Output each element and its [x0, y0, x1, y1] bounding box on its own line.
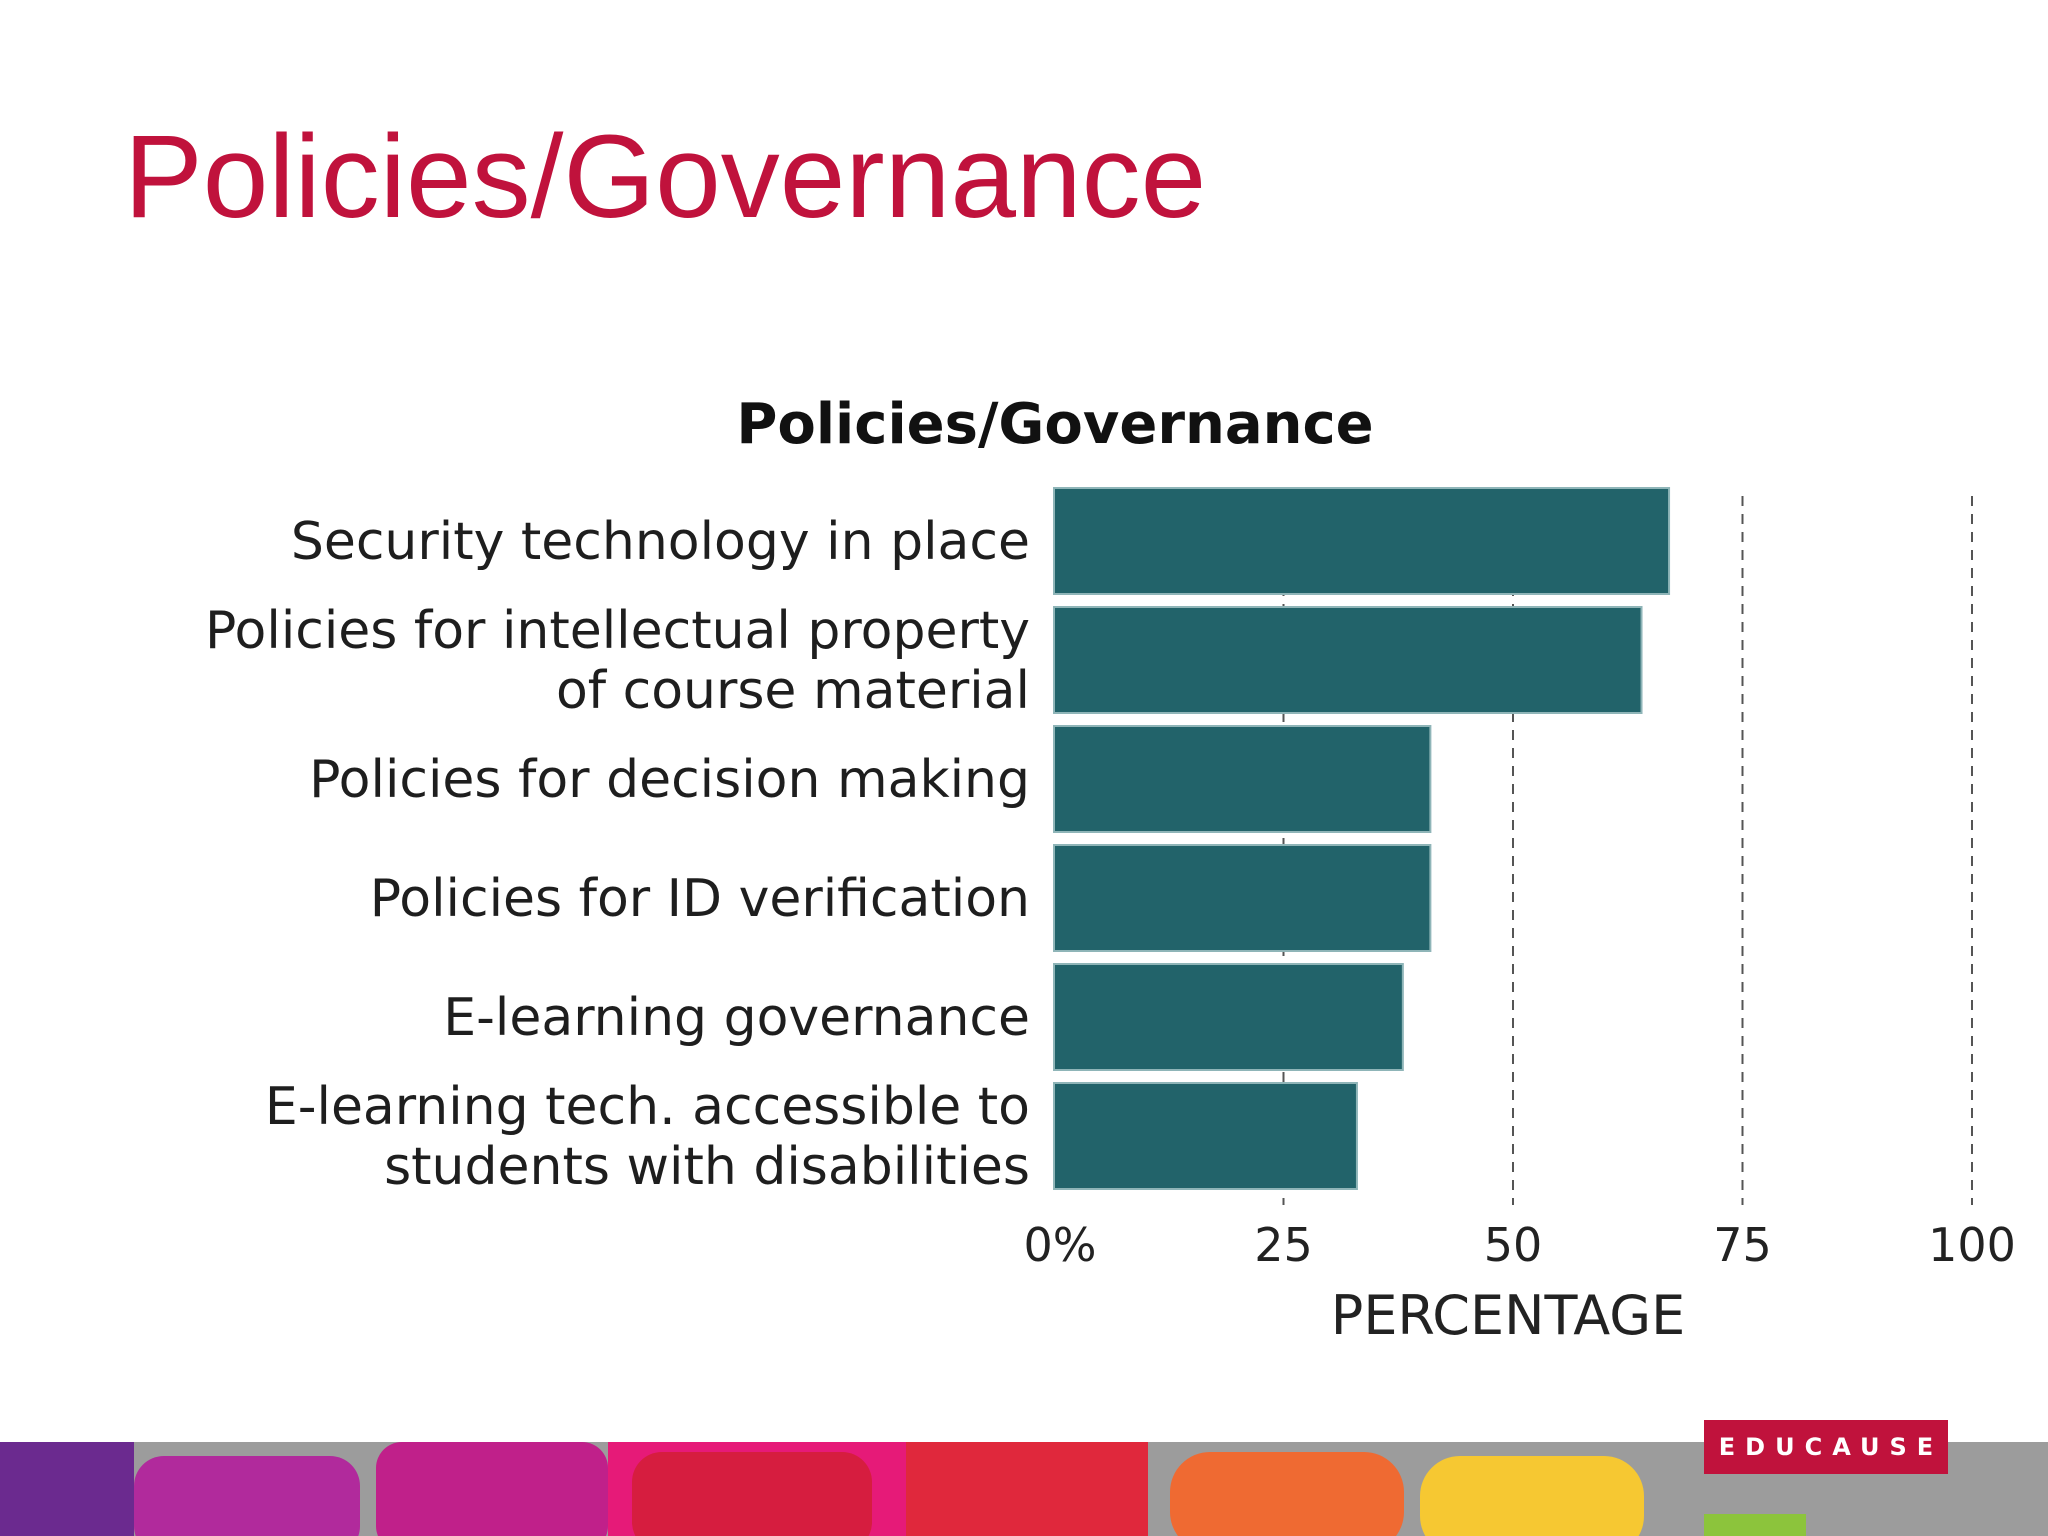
category-label: of course material [556, 661, 1030, 721]
x-tick-label: 50 [1484, 1218, 1543, 1272]
category-label: E-learning governance [443, 988, 1030, 1048]
bar [1053, 606, 1643, 714]
x-axis-label: PERCENTAGE [1331, 1284, 1685, 1347]
chart-title: Policies/Governance [736, 392, 1373, 457]
bar [1053, 1082, 1358, 1190]
category-label: Policies for intellectual property [205, 601, 1030, 661]
logo-text: EDUCAUSE [1718, 1433, 1944, 1461]
bars [1053, 487, 1671, 1190]
category-label: E-learning tech. accessible to [265, 1077, 1030, 1137]
x-tick-label: 75 [1713, 1218, 1772, 1272]
x-tick-label: 0% [1024, 1218, 1097, 1272]
slide-title: Policies/Governance [124, 111, 1207, 243]
x-tick-label: 25 [1254, 1218, 1313, 1272]
category-label: Policies for decision making [309, 750, 1030, 810]
educause-logo: EDUCAUSE [1704, 1420, 1948, 1474]
bar [1053, 487, 1671, 595]
bar [1053, 963, 1404, 1071]
x-tick-label: 100 [1928, 1218, 2016, 1272]
bar [1053, 725, 1432, 833]
category-label: Security technology in place [291, 512, 1030, 572]
category-labels: Security technology in place Policies for… [205, 512, 1030, 1197]
bar [1053, 844, 1432, 952]
x-axis-ticks: 0% 25 50 75 100 [1024, 1218, 2016, 1272]
category-label: students with disabilities [384, 1137, 1030, 1197]
category-label: Policies for ID verification [370, 869, 1030, 929]
bar-chart: Security technology in place Policies for… [205, 392, 2016, 1347]
